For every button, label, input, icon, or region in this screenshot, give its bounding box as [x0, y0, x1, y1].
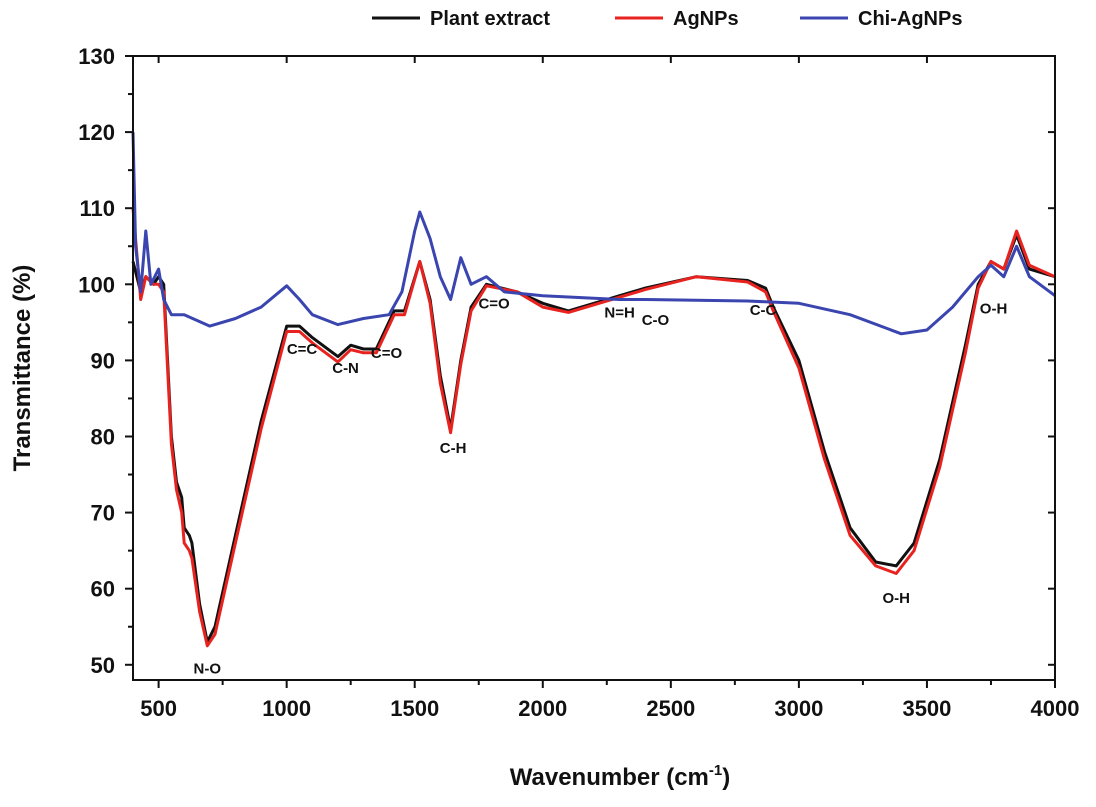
annotation-label: C=O	[371, 345, 403, 362]
annotation-label: C-C	[750, 302, 777, 319]
annotation-label: C-O	[642, 312, 670, 329]
annotation-label: O-H	[980, 301, 1008, 318]
x-axis-title: Wavenumber (cm-1)	[510, 762, 731, 791]
y-tick-label: 60	[91, 577, 115, 602]
legend: Plant extract AgNPs Chi-AgNPs	[372, 8, 962, 30]
series-line-chi-agnps	[131, 132, 1056, 336]
x-tick-label: 3500	[902, 696, 951, 721]
annotation-label: C-H	[440, 440, 467, 457]
x-tick-label: 2500	[646, 696, 695, 721]
y-tick-label: 110	[80, 196, 116, 221]
axis-ticks: 500 1000 1500 2000 2500 3000 3500 4000 50 60 70 80 9…	[78, 44, 1079, 721]
annotation-label: N=H	[604, 304, 634, 321]
series-line-agnps	[131, 208, 1056, 648]
annotation-label: C-N	[332, 360, 359, 377]
x-tick-label: 2000	[518, 696, 567, 721]
y-tick-label: 70	[91, 501, 115, 526]
y-tick-label: 120	[78, 120, 115, 145]
y-axis-title: Transmittance (%)	[9, 265, 36, 472]
annotation-label: C=C	[287, 341, 318, 358]
plot-frame	[132, 55, 1056, 681]
y-tick-label: 80	[91, 424, 115, 449]
annotation-label: N-O	[194, 661, 222, 678]
x-tick-label: 500	[140, 696, 177, 721]
x-tick-label: 4000	[1031, 696, 1080, 721]
x-tick-label: 1500	[390, 696, 439, 721]
y-tick-label: 100	[78, 272, 115, 297]
legend-label: Plant extract	[430, 8, 550, 30]
series-line-plant-extract	[131, 233, 1056, 644]
annotation-label: O-H	[882, 590, 910, 607]
legend-label: Chi-AgNPs	[858, 8, 962, 30]
x-tick-label: 3000	[774, 696, 823, 721]
x-tick-label: 1000	[262, 696, 311, 721]
series-group	[131, 132, 1056, 648]
y-tick-label: 130	[78, 44, 115, 69]
legend-label: AgNPs	[673, 8, 739, 30]
y-tick-label: 50	[91, 653, 115, 678]
annotation-label: C=O	[478, 295, 510, 312]
y-tick-label: 90	[91, 348, 115, 373]
annotations: N-O C=C C-N C=O C-H C=O N=H C-O C-C O-H O-H	[194, 295, 1008, 677]
